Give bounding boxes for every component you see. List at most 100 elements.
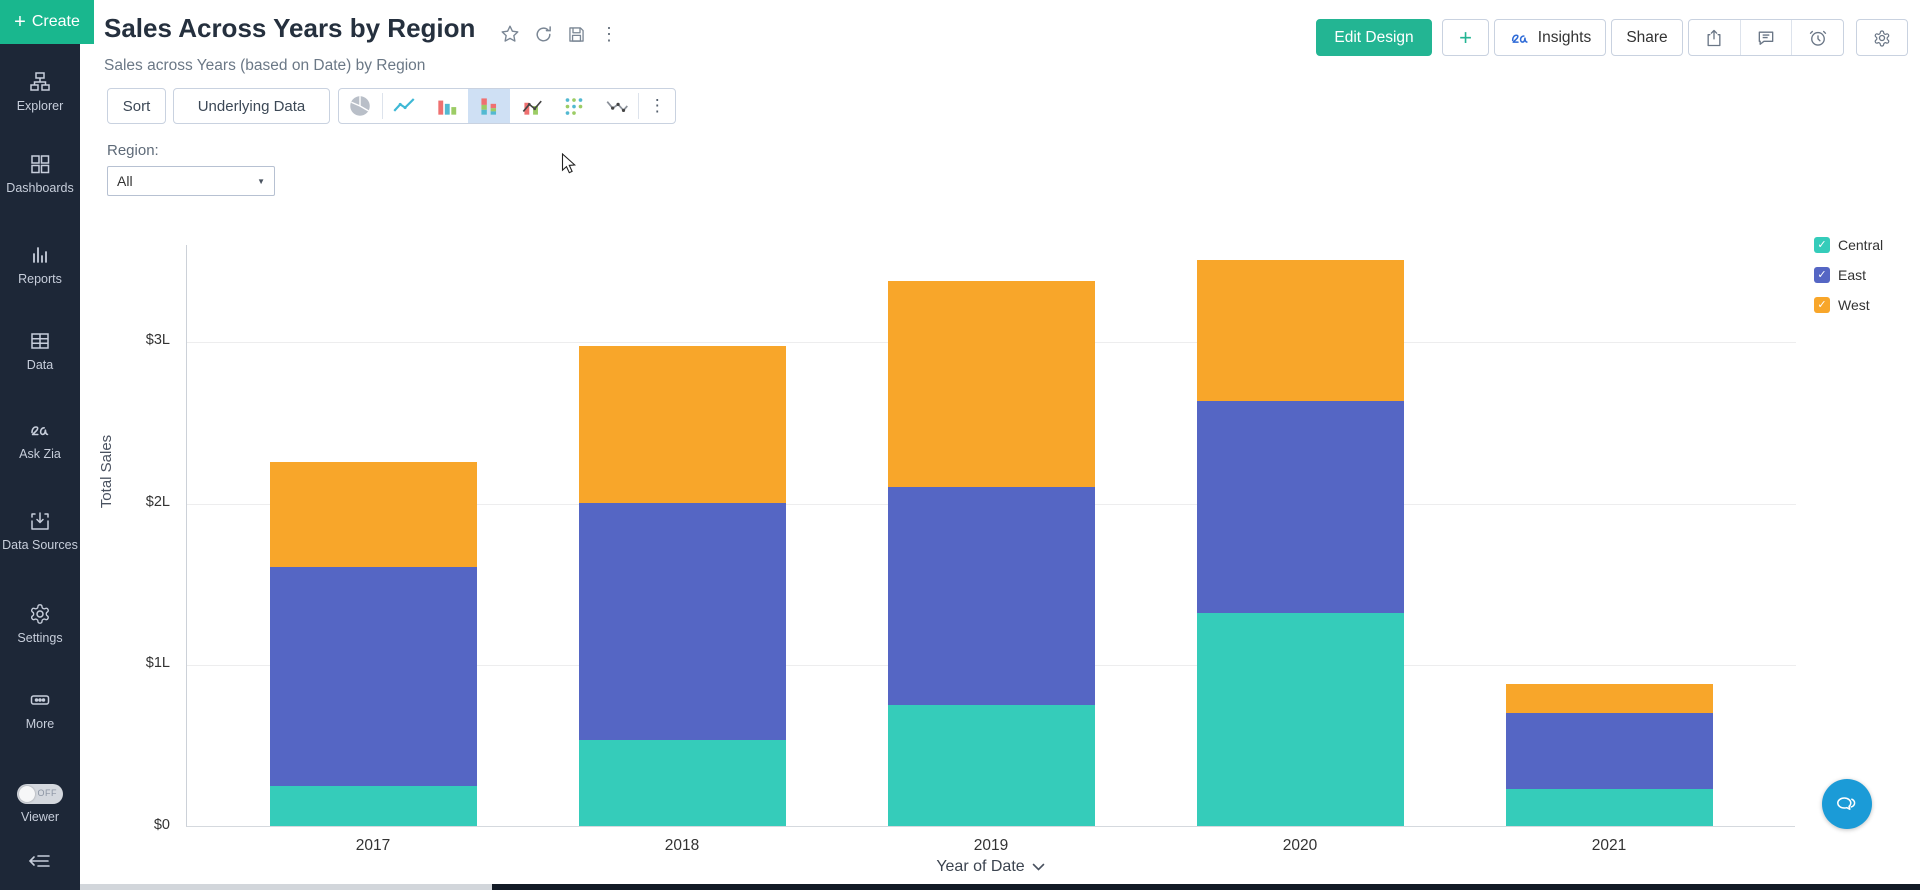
x-tick-label: 2020 [1282,837,1318,854]
sidebar-item-reports[interactable]: Reports [0,243,80,288]
bar-segment-central-2019[interactable] [887,704,1095,826]
x-tick-label: 2018 [664,837,700,854]
x-tick-label: 2017 [355,837,391,854]
region-filter-dropdown[interactable]: All ▼ [107,166,275,196]
scatter-chart-type-button[interactable] [553,89,596,123]
underlying-data-button[interactable]: Underlying Data [173,88,330,124]
legend-checkbox[interactable]: ✓ [1814,297,1830,313]
more-icon [30,695,50,705]
legend-item-central[interactable]: ✓ Central [1814,230,1883,260]
bar-segment-west-2020[interactable] [1196,260,1404,401]
plus-icon: + [14,10,26,33]
edit-design-label: Edit Design [1334,28,1414,46]
add-button[interactable]: + [1442,19,1489,56]
marker-line-chart-icon [606,101,628,112]
legend-checkbox[interactable]: ✓ [1814,267,1830,283]
title-kebab-menu[interactable]: ⋮ [597,22,621,46]
sidebar-item-label: More [25,717,55,731]
legend-item-west[interactable]: ✓ West [1814,290,1883,320]
bar-segment-central-2017[interactable] [269,785,477,826]
bar-segment-east-2021[interactable] [1505,712,1713,789]
create-button[interactable]: + Create [0,0,94,44]
zia-icon [31,426,49,436]
chat-bubbles-icon [1837,797,1856,810]
zia-insights-button[interactable]: Insights [1494,19,1606,56]
legend-label: West [1838,297,1870,313]
bar-chart-type-button[interactable] [425,89,468,123]
horizontal-scrollbar-thumb[interactable] [492,884,1920,890]
insights-label: Insights [1537,28,1592,46]
bar-segment-east-2019[interactable] [887,486,1095,705]
line-chart-type-button[interactable] [383,89,426,123]
sort-button[interactable]: Sort [107,88,166,124]
sidebar: Explorer Dashboards Reports Data Ask Zia… [0,0,80,890]
sidebar-item-more[interactable]: More [0,688,80,733]
x-tick-label: 2019 [973,837,1009,854]
pie-chart-icon [350,96,371,116]
x-axis-title-dropdown[interactable]: Year of Date [186,858,1795,876]
sidebar-item-data[interactable]: Data [0,329,80,374]
legend-label: Central [1838,237,1884,253]
sidebar-item-data-sources[interactable]: Data Sources [0,509,80,554]
create-label: Create [31,13,80,30]
settings-button[interactable] [1856,19,1908,56]
bar-segment-central-2021[interactable] [1505,788,1713,826]
page-title: Sales Across Years by Region [104,13,476,43]
region-filter-label: Region: [107,142,159,159]
legend-checkbox[interactable]: ✓ [1814,237,1830,253]
toggle-knob [19,786,35,802]
export-button[interactable] [1689,20,1740,55]
chart-type-more-menu[interactable]: ⋮ [639,89,675,123]
bar-segment-east-2018[interactable] [578,502,786,741]
plus-icon: + [1459,24,1472,50]
sort-label: Sort [122,97,151,115]
collapse-sidebar-button[interactable] [0,850,80,877]
chat-support-button[interactable] [1822,779,1872,829]
sidebar-item-label: Data Sources [2,538,78,552]
sidebar-item-dashboards[interactable]: Dashboards [0,152,80,197]
toggle-state: OFF [37,788,57,798]
underlying-data-label: Underlying Data [197,97,306,115]
bar-segment-east-2020[interactable] [1196,401,1404,613]
combo-chart-type-button[interactable] [510,89,553,123]
stacked-bar-chart-type-button-selected[interactable] [467,89,511,123]
kebab-icon: ⋮ [648,96,666,115]
pie-chart-type-button[interactable] [339,89,382,123]
sidebar-item-settings[interactable]: Settings [0,602,80,647]
edit-design-button[interactable]: Edit Design [1316,19,1432,56]
bar-segment-west-2018[interactable] [578,346,786,503]
sidebar-item-label: Explorer [16,99,64,113]
bar-segment-west-2019[interactable] [887,281,1095,487]
sidebar-item-explorer[interactable]: Explorer [0,70,80,115]
legend-item-east[interactable]: ✓ East [1814,260,1883,290]
share-button[interactable]: Share [1611,19,1683,56]
alarm-clock-icon [1809,30,1826,46]
data-sources-icon [31,512,49,530]
bar-segment-west-2017[interactable] [269,462,477,568]
stacked-bar-chart-icon [481,98,497,115]
comments-button[interactable] [1739,20,1792,55]
bar-segment-west-2021[interactable] [1505,683,1713,713]
bar-segment-central-2020[interactable] [1196,612,1404,826]
region-filter-value: All [117,173,133,189]
bar-segment-central-2018[interactable] [578,740,786,826]
x-axis-title-label: Year of Date [936,858,1025,875]
refresh-icon[interactable] [531,22,555,46]
chart-type-switcher: ⋮ [338,88,676,124]
comment-icon [1758,31,1774,45]
zia-insights-icon [1511,33,1528,43]
horizontal-scrollbar-track[interactable] [80,884,1920,890]
settings-gear-icon [30,604,49,624]
bar-segment-east-2017[interactable] [269,567,477,786]
legend-label: East [1838,267,1867,283]
sidebar-item-ask-zia[interactable]: Ask Zia [0,418,80,463]
share-label: Share [1626,28,1668,46]
favorite-star-icon[interactable] [498,22,522,46]
viewer-toggle[interactable]: OFF [17,784,63,804]
alerts-button[interactable] [1791,20,1843,55]
collapse-arrow-icon [28,855,50,867]
save-icon[interactable] [564,22,588,46]
marker-line-chart-type-button[interactable] [596,89,639,123]
kebab-icon: ⋮ [600,23,618,44]
